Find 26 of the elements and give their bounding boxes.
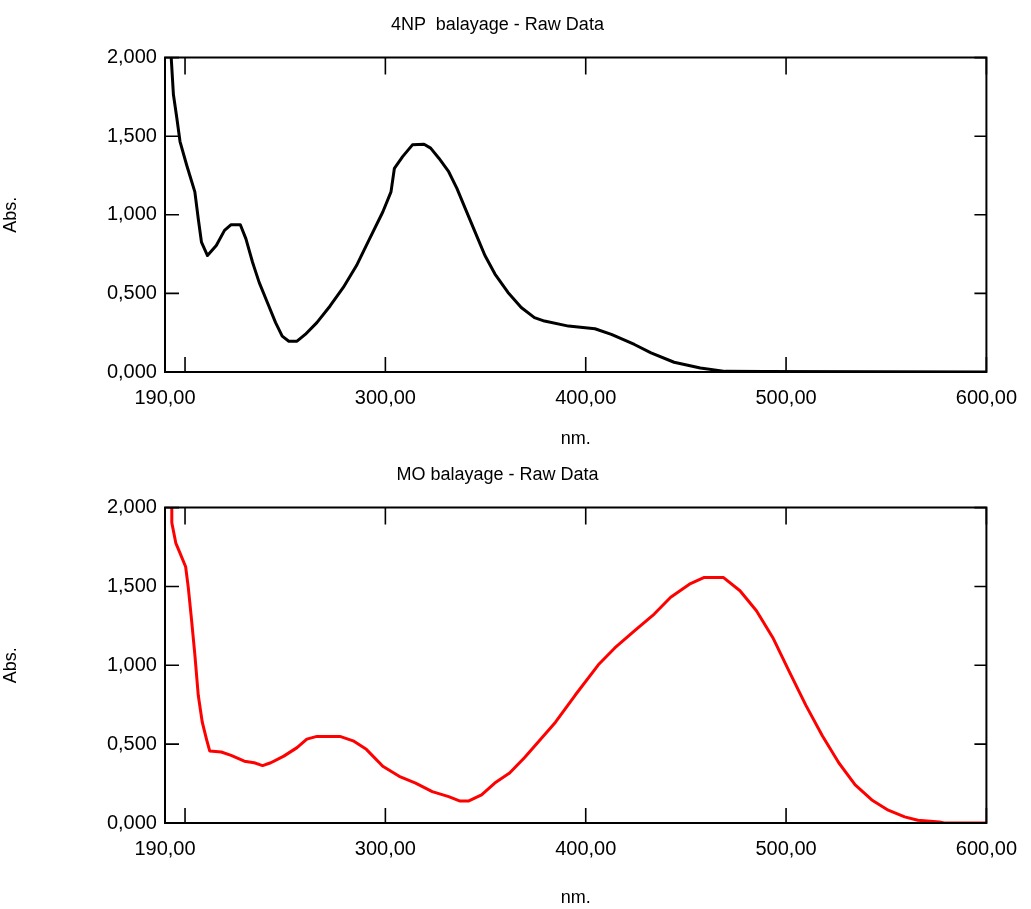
x-tick-label: 300,00: [354, 385, 416, 408]
y-tick-label: 2,000: [106, 45, 157, 68]
x-tick-label: 190,00: [134, 836, 196, 859]
x-axis-title: nm.: [560, 887, 591, 908]
y-tick-label: 1,500: [106, 573, 157, 596]
y-axis-title: Abs.: [0, 647, 20, 684]
x-tick-label: 500,00: [755, 836, 817, 859]
x-tick-label: 190,00: [134, 385, 196, 408]
y-tick-label: 0,500: [106, 280, 157, 303]
chart-title: 4NP balayage - Raw Data: [391, 13, 605, 34]
x-tick-label: 400,00: [555, 836, 617, 859]
y-tick-label: 1,500: [106, 123, 157, 146]
y-tick-label: 0,500: [106, 731, 157, 754]
x-tick-label: 500,00: [755, 385, 817, 408]
x-tick-label: 300,00: [354, 836, 416, 859]
x-axis-title: nm.: [560, 428, 591, 449]
y-axis-title: Abs.: [0, 196, 20, 233]
chart-title: MO balayage - Raw Data: [396, 463, 600, 484]
x-tick-label: 600,00: [955, 836, 1017, 859]
y-tick-label: 0,000: [106, 810, 157, 833]
y-tick-label: 0,000: [106, 359, 157, 382]
y-tick-label: 2,000: [106, 495, 157, 518]
y-tick-label: 1,000: [106, 202, 157, 225]
x-tick-label: 600,00: [955, 385, 1017, 408]
x-tick-label: 400,00: [555, 385, 617, 408]
y-tick-label: 1,000: [106, 652, 157, 675]
